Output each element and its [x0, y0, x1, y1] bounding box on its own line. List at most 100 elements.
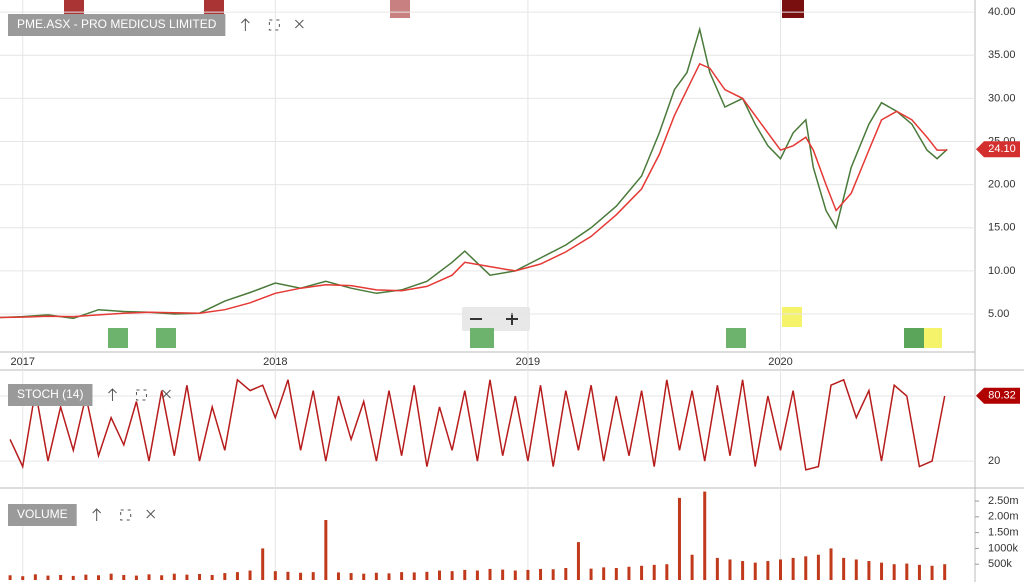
volume-bar	[665, 564, 669, 580]
series-line	[0, 26, 948, 320]
volume-bar	[299, 572, 303, 580]
volume-bar	[172, 573, 176, 580]
y-tick-label: 20	[988, 455, 1000, 467]
event-marker[interactable]	[726, 328, 746, 348]
volume-bar	[501, 569, 505, 580]
x-tick-label: 2017	[10, 356, 34, 368]
volume-bar	[97, 575, 101, 580]
y-tick-label: 2.50m	[988, 495, 1019, 507]
icon-button[interactable]	[241, 18, 250, 31]
volume-bar	[412, 572, 416, 580]
event-marker[interactable]	[904, 328, 924, 348]
event-marker[interactable]	[390, 0, 410, 18]
volume-bar	[640, 565, 644, 580]
volume-bar	[854, 559, 858, 580]
icon-button[interactable]	[92, 508, 102, 521]
panel-title: VOLUME	[17, 507, 68, 521]
volume-bar	[425, 571, 429, 580]
volume-bar	[728, 559, 732, 580]
volume-bar	[109, 573, 113, 580]
series-line	[9, 378, 946, 471]
y-tick-label: 30.00	[988, 92, 1016, 104]
volume-bar	[589, 568, 593, 580]
volume-bar	[286, 571, 290, 580]
volume-bar	[766, 561, 770, 580]
y-tick-label: 2.00m	[988, 511, 1019, 523]
volume-bar	[223, 573, 227, 580]
panel-title-box[interactable]	[8, 14, 226, 36]
y-tick-label: 10.00	[988, 265, 1016, 277]
volume-bar	[336, 572, 340, 580]
event-marker[interactable]	[64, 0, 84, 18]
volume-bar	[703, 491, 707, 580]
volume-bar	[652, 564, 656, 580]
volume-bar	[576, 542, 580, 580]
x-tick-label: 2019	[516, 356, 540, 368]
event-marker[interactable]	[782, 0, 804, 18]
last-value-label: 80.32	[988, 390, 1016, 402]
volume-bar	[564, 568, 568, 580]
event-marker[interactable]	[204, 0, 224, 18]
last-value-tag	[976, 141, 1020, 158]
volume-bar	[438, 570, 442, 580]
volume-bar	[842, 557, 846, 580]
volume-bar	[526, 569, 530, 580]
icon-button[interactable]	[146, 509, 156, 519]
volume-bar	[892, 564, 896, 580]
volume-bar	[741, 561, 745, 580]
icon-button[interactable]	[108, 388, 117, 401]
volume-bar	[122, 574, 126, 580]
volume-bar	[816, 554, 820, 580]
volume-bar	[539, 568, 543, 580]
x-tick-label: 2020	[768, 356, 792, 368]
volume-bar	[753, 562, 757, 580]
volume-bar	[867, 561, 871, 580]
volume-bar	[602, 567, 606, 580]
event-marker[interactable]	[470, 328, 494, 348]
icon-button[interactable]	[162, 389, 171, 399]
icon-button[interactable]	[295, 19, 304, 29]
volume-bar	[210, 574, 214, 580]
volume-bar	[905, 563, 909, 580]
markers	[64, 0, 942, 348]
volume-bar	[71, 575, 75, 580]
note-marker[interactable]	[924, 328, 942, 348]
volume-bar	[475, 570, 479, 580]
event-marker[interactable]	[108, 328, 128, 348]
volume-bar	[160, 575, 164, 580]
volume-bar	[690, 554, 694, 580]
y-tick-label: 35.00	[988, 49, 1016, 61]
volume-bar	[614, 568, 618, 580]
volume-bar	[134, 575, 138, 580]
volume-bar	[627, 566, 631, 580]
volume-bar	[21, 576, 25, 580]
volume-bar	[59, 574, 63, 580]
zoom-controls[interactable]	[462, 307, 530, 331]
volume-bar	[791, 557, 795, 580]
volume-bar	[324, 520, 328, 580]
volume-bar	[33, 574, 37, 580]
volume-bar	[362, 573, 366, 580]
volume-bar	[880, 562, 884, 580]
panel: 500k 1000k 1.50m 2.00m 2.50m VOLUME	[8, 491, 1019, 580]
volume-bar	[513, 570, 517, 580]
last-value-label: 24.10	[988, 143, 1016, 155]
volume-bar	[349, 573, 353, 580]
volume-bar	[84, 574, 88, 580]
panel-title-box[interactable]	[8, 504, 77, 526]
y-tick-label: 15.00	[988, 222, 1016, 234]
volume-bar	[46, 575, 50, 580]
volume-bar	[677, 497, 681, 580]
y-tick-label: 1.50m	[988, 527, 1019, 539]
last-value-tag	[976, 387, 1020, 404]
event-marker[interactable]	[156, 328, 176, 348]
panel-title-box[interactable]	[8, 384, 93, 406]
volume-bar	[450, 571, 454, 580]
volume-bar	[943, 564, 947, 580]
note-marker[interactable]	[782, 307, 802, 327]
volume-bar	[147, 574, 151, 580]
